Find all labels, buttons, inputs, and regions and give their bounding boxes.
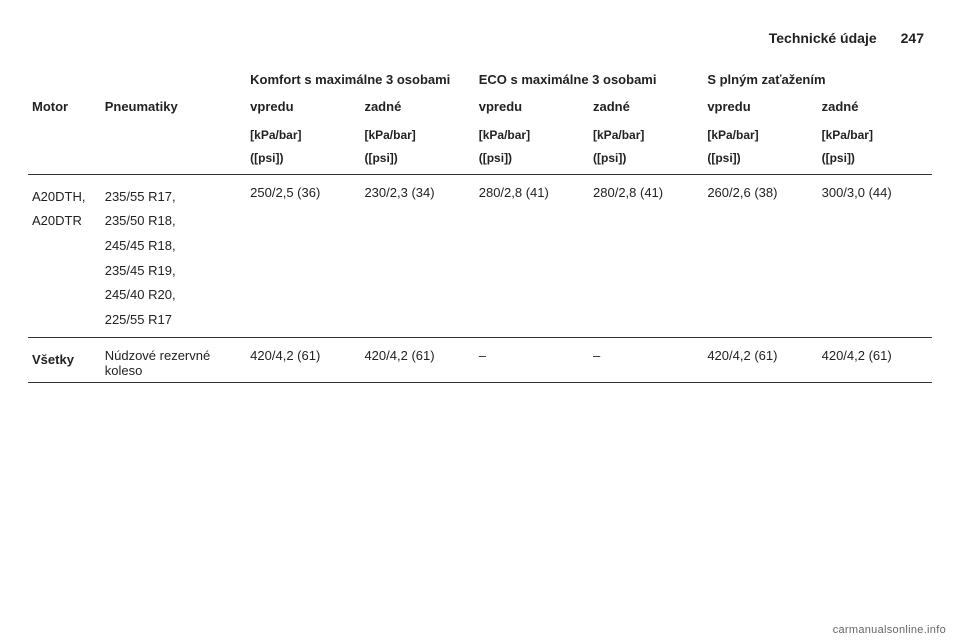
cell-eco-rear: 280/2,8 (41)	[589, 174, 703, 337]
unit-line1: [kPa/bar]	[593, 124, 699, 147]
col-tires: Pneumatiky	[101, 89, 246, 118]
cell-eco-rear: –	[589, 337, 703, 382]
motor-line: A20DTH,	[32, 185, 97, 210]
pressure-table: Komfort s maximálne 3 osobami ECO s maxi…	[28, 68, 932, 383]
col-full-rear: zadné	[818, 89, 932, 118]
cell-eco-front: 280/2,8 (41)	[475, 174, 589, 337]
cell-comfort-front: 250/2,5 (36)	[246, 174, 360, 337]
unit-line1: [kPa/bar]	[822, 124, 928, 147]
section-title: Technické údaje	[769, 30, 877, 46]
header-blank	[28, 68, 246, 89]
header-group-row: Komfort s maximálne 3 osobami ECO s maxi…	[28, 68, 932, 89]
cell-full-front: 420/4,2 (61)	[703, 337, 817, 382]
col-comfort-front: vpredu	[246, 89, 360, 118]
unit-line1: [kPa/bar]	[250, 124, 356, 147]
cell-tires: Núdzové rezervné koleso	[101, 337, 246, 382]
cell-full-front: 260/2,6 (38)	[703, 174, 817, 337]
unit-eco-rear: [kPa/bar] ([psi])	[589, 118, 703, 174]
cell-comfort-rear: 420/4,2 (61)	[360, 337, 474, 382]
cell-eco-front: –	[475, 337, 589, 382]
tire-line: 235/45 R19,	[105, 259, 242, 284]
unit-full-rear: [kPa/bar] ([psi])	[818, 118, 932, 174]
unit-line2: ([psi])	[250, 147, 356, 170]
unit-line2: ([psi])	[479, 147, 585, 170]
page-header: Technické údaje 247	[28, 30, 932, 46]
motor-line: A20DTR	[32, 209, 97, 234]
header-unit-row: [kPa/bar] ([psi]) [kPa/bar] ([psi]) [kPa…	[28, 118, 932, 174]
header-comfort: Komfort s maximálne 3 osobami	[246, 68, 475, 89]
tire-line: 245/40 R20,	[105, 283, 242, 308]
unit-line2: ([psi])	[364, 147, 470, 170]
unit-comfort-front: [kPa/bar] ([psi])	[246, 118, 360, 174]
unit-line2: ([psi])	[593, 147, 699, 170]
cell-comfort-rear: 230/2,3 (34)	[360, 174, 474, 337]
col-motor: Motor	[28, 89, 101, 118]
header-eco: ECO s maximálne 3 osobami	[475, 68, 704, 89]
col-eco-front: vpredu	[475, 89, 589, 118]
tire-line: 225/55 R17	[105, 308, 242, 333]
col-eco-rear: zadné	[589, 89, 703, 118]
table-row: A20DTH, A20DTR 235/55 R17, 235/50 R18, 2…	[28, 174, 932, 337]
col-comfort-rear: zadné	[360, 89, 474, 118]
unit-comfort-rear: [kPa/bar] ([psi])	[360, 118, 474, 174]
unit-line1: [kPa/bar]	[364, 124, 470, 147]
table-body: A20DTH, A20DTR 235/55 R17, 235/50 R18, 2…	[28, 174, 932, 382]
header-full: S plným zaťažením	[703, 68, 932, 89]
table-row: Všetky Núdzové rezervné koleso 420/4,2 (…	[28, 337, 932, 382]
motor-line: Všetky	[32, 348, 97, 373]
cell-full-rear: 420/4,2 (61)	[818, 337, 932, 382]
unit-blank-2	[101, 118, 246, 174]
page-container: Technické údaje 247 Komfort s maximálne …	[0, 0, 960, 642]
unit-blank-1	[28, 118, 101, 174]
unit-line2: ([psi])	[707, 147, 813, 170]
unit-line1: [kPa/bar]	[707, 124, 813, 147]
tire-line: 235/55 R17,	[105, 185, 242, 210]
cell-motor: A20DTH, A20DTR	[28, 174, 101, 337]
unit-line1: [kPa/bar]	[479, 124, 585, 147]
unit-line2: ([psi])	[822, 147, 928, 170]
cell-motor: Všetky	[28, 337, 101, 382]
footer-watermark: carmanualsonline.info	[833, 624, 946, 636]
header-label-row: Motor Pneumatiky vpredu zadné vpredu zad…	[28, 89, 932, 118]
cell-full-rear: 300/3,0 (44)	[818, 174, 932, 337]
tire-line: 245/45 R18,	[105, 234, 242, 259]
cell-tires: 235/55 R17, 235/50 R18, 245/45 R18, 235/…	[101, 174, 246, 337]
tire-line: 235/50 R18,	[105, 209, 242, 234]
col-full-front: vpredu	[703, 89, 817, 118]
table-head: Komfort s maximálne 3 osobami ECO s maxi…	[28, 68, 932, 174]
page-number: 247	[901, 30, 924, 46]
tire-line: Núdzové rezervné koleso	[105, 348, 211, 378]
cell-comfort-front: 420/4,2 (61)	[246, 337, 360, 382]
unit-full-front: [kPa/bar] ([psi])	[703, 118, 817, 174]
unit-eco-front: [kPa/bar] ([psi])	[475, 118, 589, 174]
